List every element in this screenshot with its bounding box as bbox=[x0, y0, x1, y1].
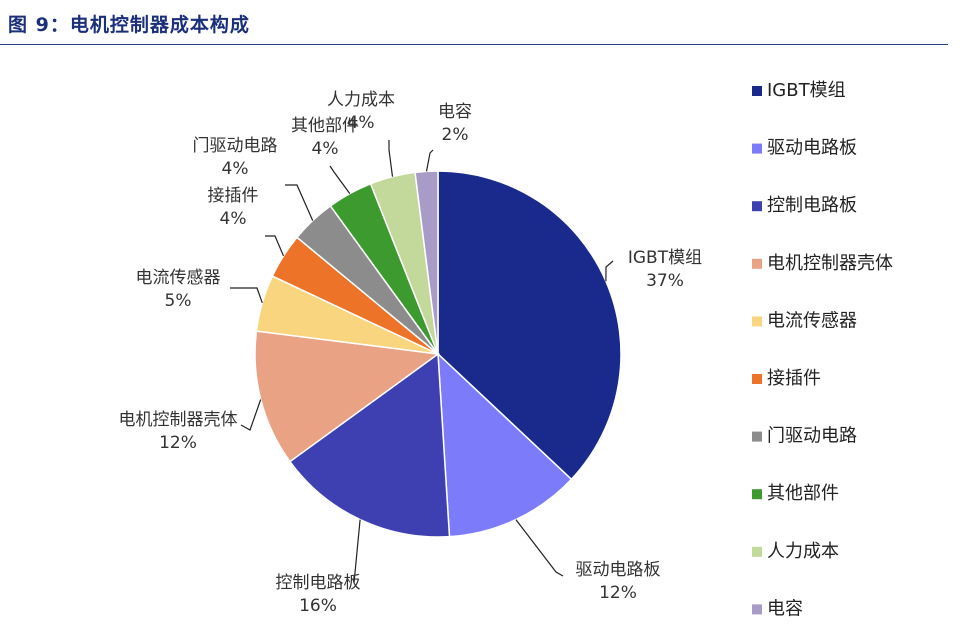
slice-value-label: 12% bbox=[599, 583, 637, 603]
slice-label: 接插件 bbox=[208, 186, 259, 206]
legend-swatch bbox=[752, 143, 762, 154]
legend-swatch bbox=[752, 86, 762, 96]
legend-label: 电流传感器 bbox=[767, 310, 857, 331]
title-divider bbox=[0, 44, 948, 45]
slice-value-label: 4% bbox=[348, 113, 375, 133]
slice-label: 人力成本 bbox=[327, 90, 395, 110]
slice-value-label: 4% bbox=[222, 159, 249, 179]
pie-slices bbox=[254, 170, 622, 538]
slice-label: 控制电路板 bbox=[276, 573, 361, 593]
pie-slice bbox=[437, 170, 622, 481]
legend-swatch bbox=[752, 431, 762, 442]
slice-value-label: 5% bbox=[165, 291, 192, 311]
pie-slice bbox=[437, 352, 573, 538]
leader-line bbox=[285, 184, 314, 221]
legend-swatch bbox=[752, 374, 762, 384]
legend: IGBT模组驱动电路板控制电路板电机控制器壳体电流传感器接插件门驱动电路其他部件… bbox=[752, 80, 893, 619]
slice-label: 电容 bbox=[438, 102, 472, 122]
slice-label: 电流传感器 bbox=[136, 268, 221, 288]
legend-label: 其他部件 bbox=[767, 483, 839, 504]
slice-value-label: 4% bbox=[312, 139, 339, 159]
legend-label: 电容 bbox=[767, 598, 803, 619]
legend-label: 电机控制器壳体 bbox=[767, 253, 893, 274]
legend-label: IGBT模组 bbox=[767, 80, 846, 101]
slice-labels: IGBT模组 37% 驱动电路板 12% 控制电路板 16% 电机控制器壳体 12% 电流传感器… bbox=[119, 90, 703, 616]
slice-label: 电机控制器壳体 bbox=[119, 410, 238, 430]
legend-label: 门驱动电路 bbox=[767, 426, 857, 447]
leader-line bbox=[240, 399, 262, 431]
legend-label: 接插件 bbox=[767, 368, 821, 389]
slice-value-label: 4% bbox=[220, 209, 247, 229]
legend-swatch bbox=[752, 316, 762, 327]
legend-swatch bbox=[752, 546, 762, 557]
slice-label: 驱动电路板 bbox=[576, 560, 661, 580]
slice-label: IGBT模组 bbox=[628, 248, 702, 268]
pie-slice bbox=[288, 352, 451, 538]
leader-line bbox=[265, 235, 285, 257]
leader-lines bbox=[230, 140, 614, 584]
legend-label: 控制电路板 bbox=[767, 195, 857, 216]
leader-line bbox=[329, 165, 351, 194]
slice-label: 门驱动电路 bbox=[193, 136, 278, 156]
leader-line bbox=[230, 287, 263, 304]
pie-slice bbox=[254, 330, 440, 463]
slice-value-label: 37% bbox=[646, 271, 684, 291]
legend-swatch bbox=[752, 258, 762, 269]
legend-swatch bbox=[752, 604, 762, 615]
leader-line bbox=[425, 149, 434, 172]
slice-label: 其他部件 bbox=[291, 116, 359, 136]
legend-swatch bbox=[752, 201, 762, 212]
slice-value-label: 2% bbox=[442, 125, 469, 145]
legend-label: 驱动电路板 bbox=[767, 138, 857, 159]
leader-line bbox=[353, 519, 361, 584]
slice-value-label: 16% bbox=[299, 596, 337, 616]
leader-line bbox=[515, 519, 564, 577]
legend-label: 人力成本 bbox=[767, 541, 839, 562]
legend-swatch bbox=[752, 489, 762, 500]
leader-line bbox=[605, 260, 614, 282]
slice-value-label: 12% bbox=[159, 433, 197, 453]
figure-title: 图 9：电机控制器成本构成 bbox=[8, 14, 250, 36]
leader-line bbox=[388, 140, 394, 177]
